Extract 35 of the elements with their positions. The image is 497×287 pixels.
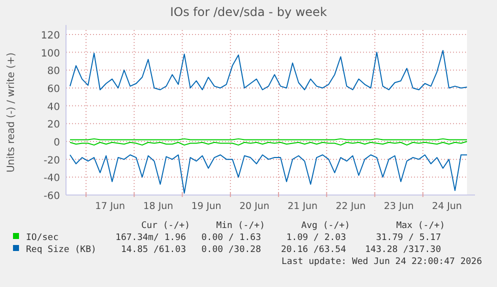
x-tick-label: 23 Jun [384,201,414,212]
text: Last update: Wed Jun 24 22:00:47 2026 [282,257,482,267]
text: 0.00 /30.28 [201,245,261,255]
y-tick-label: 120 [40,30,60,42]
legend-label: IO/sec [26,233,59,243]
text: 1.09 / 2.03 [286,233,346,243]
legend-label: Req Size (KB) [26,245,96,255]
x-tick-label: 22 Jun [336,201,366,212]
text: Min (-/+) [216,221,265,231]
text: 143.28 /317.30 [365,245,441,255]
y-tick-label: 80 [47,66,60,78]
y-tick-label: 20 [47,120,60,131]
y-tick-label: 0 [54,137,60,148]
x-tick-label: 19 Jun [191,201,222,212]
text: 14.85 /61.03 [120,245,186,255]
text: Avg (-/+) [301,221,350,231]
y-tick-label: 60 [47,84,60,95]
y-tick-label: -40 [44,173,60,184]
y-axis-title: Units read (-) / write (+) [6,52,17,173]
text: 31.79 / 5.17 [376,233,441,243]
text: Cur (-/+) [141,221,190,231]
y-tick-label: 40 [47,102,60,113]
text: Max (-/+) [396,221,445,231]
text: 167.34m/ 1.96 [116,233,186,243]
y-tick-label: 100 [40,48,60,60]
x-tick-label: 21 Jun [288,201,318,212]
chart-title: IOs for /dev/sda - by week [170,5,327,19]
y-tick-label: -20 [44,155,60,166]
y-tick-label: -60 [44,191,60,202]
x-tick-label: 18 Jun [143,201,174,212]
x-tick-label: 17 Jun [95,201,126,212]
x-tick-label: 24 Jun [432,201,462,212]
x-tick-label: 20 Jun [239,201,270,212]
text: 0.00 / 1.63 [201,233,261,243]
text: 20.16 /63.54 [280,245,346,255]
